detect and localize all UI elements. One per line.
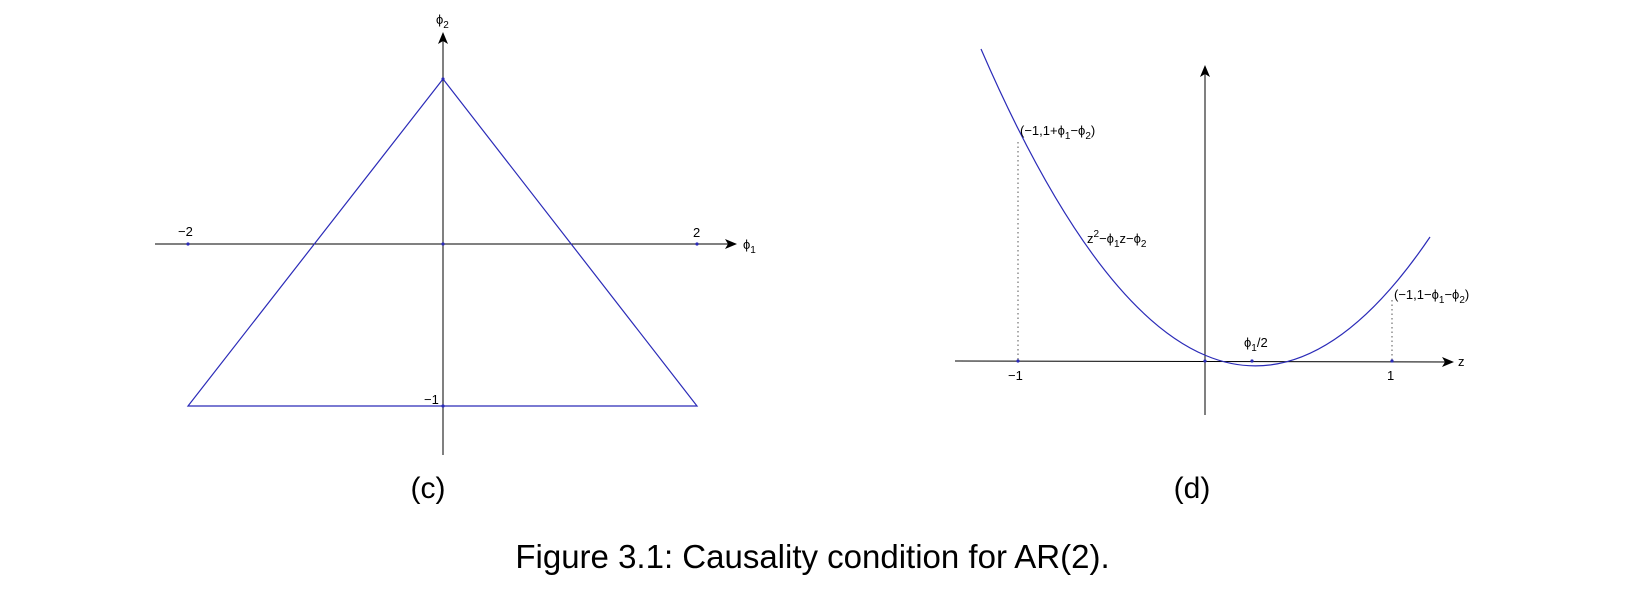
tick-label-neg1-d: −1 (1008, 368, 1023, 383)
origin-dot (441, 242, 445, 246)
tick-label-neg2: −2 (178, 224, 193, 239)
tick-label-neg1: −1 (424, 392, 439, 407)
panel-c-label: (c) (411, 472, 446, 505)
panel-d-label: (d) (1174, 472, 1211, 505)
tick-dot-neg2 (186, 242, 190, 246)
right-point-label: (−1,1−ϕ1−ϕ2) (1394, 287, 1469, 306)
panel-d: −1 1 z (−1,1+ϕ1−ϕ2) (−1,1−ϕ1−ϕ2) z2−ϕ1z−… (954, 48, 1469, 505)
phi2-axis-label: ϕ2 (436, 12, 449, 31)
left-point-label: (−1,1+ϕ1−ϕ2) (1020, 123, 1095, 142)
tick-dot-1-d (1390, 359, 1394, 363)
vertex-label: ϕ1/2 (1244, 335, 1268, 354)
vertex-dot (1250, 359, 1254, 363)
tick-dot-neg1-d (1016, 359, 1020, 363)
figure-caption: Figure 3.1: Causality condition for AR(2… (515, 538, 1110, 575)
panel-c: −2 2 −1 ϕ1 ϕ2 (c) (155, 12, 756, 505)
origin-dot-d (1203, 359, 1207, 363)
tick-dot-2 (695, 242, 699, 246)
tick-dot-neg1 (441, 404, 445, 408)
tick-label-1-d: 1 (1387, 368, 1394, 383)
quadratic-curve (980, 48, 1431, 367)
phi1-axis-label: ϕ1 (743, 237, 756, 256)
apex-dot (441, 77, 445, 81)
z-axis-label: z (1458, 354, 1465, 369)
curve-label: z2−ϕ1z−ϕ2 (1087, 229, 1147, 250)
tick-label-2: 2 (693, 225, 700, 240)
